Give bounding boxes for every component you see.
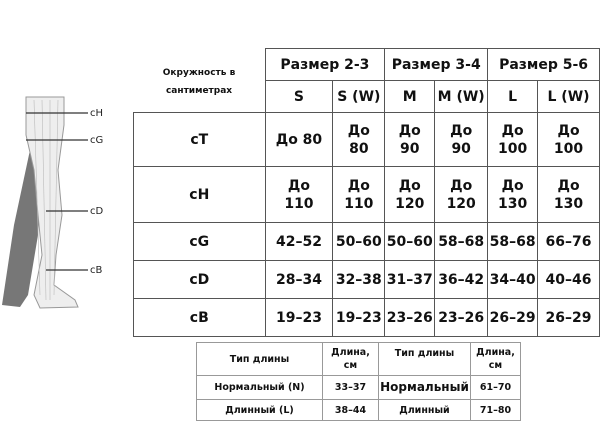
size-value: До 120 xyxy=(434,166,489,223)
row-label: cT xyxy=(133,112,266,167)
size-value: 32–38 xyxy=(332,260,386,299)
size-header: M xyxy=(384,80,436,113)
size-value: 28–34 xyxy=(264,260,334,299)
length-table: Тип длины Длина, см Тип длины Длина, см … xyxy=(196,342,521,421)
size-header: L (W) xyxy=(537,80,600,113)
table-row: Нормальный (N) 33–37 Нормальный 61–70 xyxy=(196,375,521,400)
row-label: cH xyxy=(133,166,266,223)
size-value: До 130 xyxy=(537,166,600,223)
table-row: cH До 110 До 110 До 120 До 120 До 130 До 130 xyxy=(133,166,600,223)
table-row: cD 28–34 32–38 31–37 36–42 34–40 40–46 xyxy=(133,260,600,299)
size-value: 26–29 xyxy=(487,298,539,337)
table-row: cB 19–23 19–23 23–26 23–26 26–29 26–29 xyxy=(133,298,600,337)
size-value: 19–23 xyxy=(264,298,334,337)
size-value: 23–26 xyxy=(384,298,436,337)
size-header: L xyxy=(487,80,539,113)
size-value: До 90 xyxy=(434,112,489,167)
size-value: До 100 xyxy=(537,112,600,167)
cd-label: cD xyxy=(90,206,103,217)
length-cell: 61–70 xyxy=(470,375,521,400)
row-label: cD xyxy=(133,260,266,299)
corner-label: Окружность в сантиметрах xyxy=(162,68,236,97)
size-group-header: Размер 3-4 xyxy=(384,48,489,81)
length-cell: 71–80 xyxy=(470,399,521,421)
row-label: cG xyxy=(133,222,266,261)
cg-label: cG xyxy=(90,135,103,146)
size-value: До 80 xyxy=(332,112,386,167)
size-value: До 90 xyxy=(384,112,436,167)
cb-label: cB xyxy=(90,265,102,276)
size-value: До 80 xyxy=(264,112,334,167)
table-row: Длинный (L) 38–44 Длинный 71–80 xyxy=(196,399,521,421)
size-group-header: Размер 5-6 xyxy=(487,48,600,81)
length-cell: 38–44 xyxy=(322,399,379,421)
size-value: 50–60 xyxy=(384,222,436,261)
length-header: Длина, см xyxy=(470,342,521,376)
size-value: До 100 xyxy=(487,112,539,167)
size-value: 50–60 xyxy=(332,222,386,261)
length-cell: Длинный xyxy=(378,399,471,421)
size-header: S xyxy=(264,80,334,113)
size-value: 19–23 xyxy=(332,298,386,337)
size-value: До 110 xyxy=(332,166,386,223)
size-header: M (W) xyxy=(434,80,489,113)
size-value: 58–68 xyxy=(487,222,539,261)
size-header: S (W) xyxy=(332,80,386,113)
table-row: cG 42–52 50–60 50–60 58–68 58–68 66–76 xyxy=(133,222,600,261)
ch-label: cH xyxy=(90,108,103,119)
size-value: 36–42 xyxy=(434,260,489,299)
size-value: 42–52 xyxy=(264,222,334,261)
size-value: 31–37 xyxy=(384,260,436,299)
size-value: 58–68 xyxy=(434,222,489,261)
size-value: До 110 xyxy=(264,166,334,223)
length-header: Тип длины xyxy=(196,342,323,376)
length-cell: Нормальный (N) xyxy=(196,375,323,400)
size-value: 40–46 xyxy=(537,260,600,299)
table-row: cT До 80 До 80 До 90 До 90 До 100 До 100 xyxy=(133,112,600,167)
leg-measurement-figure: cH cG cD cB xyxy=(2,96,103,309)
size-value: До 120 xyxy=(384,166,436,223)
size-value: 23–26 xyxy=(434,298,489,337)
length-header: Длина, см xyxy=(322,342,379,376)
row-label: cB xyxy=(133,298,266,337)
length-cell: Длинный (L) xyxy=(196,399,323,421)
size-value: 34–40 xyxy=(487,260,539,299)
size-group-header: Размер 2-3 xyxy=(264,48,386,81)
size-value: До 130 xyxy=(487,166,539,223)
size-table: Окружность в сантиметрах Размер 2-3 Разм… xyxy=(133,48,600,337)
length-header: Тип длины xyxy=(378,342,471,376)
size-value: 66–76 xyxy=(537,222,600,261)
length-cell: 33–37 xyxy=(322,375,379,400)
length-cell: Нормальный xyxy=(378,375,471,400)
size-value: 26–29 xyxy=(537,298,600,337)
